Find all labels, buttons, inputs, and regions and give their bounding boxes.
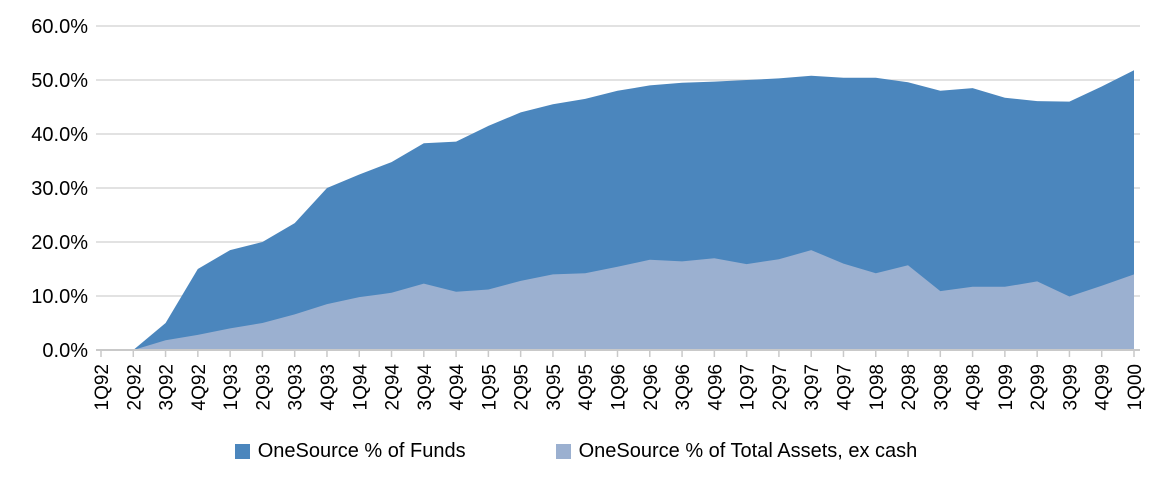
x-tick-label: 2Q95 [512, 364, 533, 410]
x-tick-label: 4Q93 [318, 364, 339, 410]
y-tick-label: 30.0% [31, 178, 88, 200]
x-tick-label: 3Q96 [673, 364, 694, 410]
x-tick-label: 1Q96 [609, 364, 630, 410]
x-tick-label: 2Q94 [383, 364, 404, 411]
x-tick-label: 3Q97 [802, 364, 823, 410]
x-tick-label: 3Q95 [544, 364, 565, 410]
legend-swatch-assets-icon [555, 444, 571, 459]
x-tick-label: 1Q97 [738, 364, 759, 410]
x-tick-label: 3Q94 [415, 364, 436, 411]
y-tick-label: 0.0% [42, 340, 88, 362]
x-tick-label: 4Q94 [447, 364, 468, 411]
x-tick-label: 1Q94 [350, 364, 371, 411]
x-tick-label: 2Q92 [124, 364, 145, 410]
x-tick-label: 2Q99 [1028, 364, 1049, 410]
legend-item-assets: OneSource % of Total Assets, ex cash [555, 440, 918, 463]
x-tick-label: 1Q00 [1125, 364, 1146, 410]
x-tick-label: 4Q97 [834, 364, 855, 410]
legend-label-assets: OneSource % of Total Assets, ex cash [578, 440, 918, 462]
legend-label-funds: OneSource % of Funds [257, 440, 466, 462]
x-tick-label: 2Q98 [899, 364, 920, 410]
x-tick-label: 1Q99 [996, 364, 1017, 410]
x-tick-label: 1Q92 [92, 364, 113, 410]
x-tick-label: 1Q93 [221, 364, 242, 410]
y-tick-label: 60.0% [31, 16, 88, 38]
x-tick-label: 3Q98 [931, 364, 952, 410]
y-tick-label: 50.0% [31, 70, 88, 92]
x-tick-label: 3Q99 [1060, 364, 1081, 410]
x-tick-label: 3Q92 [157, 364, 178, 410]
x-tick-label: 4Q95 [576, 364, 597, 410]
x-tick-label: 1Q95 [479, 364, 500, 410]
x-tick-label: 4Q98 [964, 364, 985, 410]
area-total-assets [101, 250, 1134, 350]
x-tick-label: 4Q92 [189, 364, 210, 410]
x-tick-label: 4Q99 [1093, 364, 1114, 410]
x-tick-label: 2Q96 [641, 364, 662, 410]
x-tick-label: 2Q93 [253, 364, 274, 410]
y-tick-label: 40.0% [31, 124, 88, 146]
legend-swatch-funds-icon [234, 444, 250, 459]
x-tick-label: 2Q97 [770, 364, 791, 410]
x-tick-label: 3Q93 [286, 364, 307, 410]
x-tick-label: 1Q98 [867, 364, 888, 410]
x-tick-label: 4Q96 [705, 364, 726, 410]
y-tick-label: 10.0% [31, 286, 88, 308]
legend-item-funds: OneSource % of Funds [234, 440, 466, 463]
y-tick-label: 20.0% [31, 232, 88, 254]
legend: OneSource % of Funds OneSource % of Tota… [0, 440, 1152, 463]
plot-area: 0.0% 10.0% 20.0% 30.0% 40.0% 50.0% 60.0% 1Q92 2Q… [31, 16, 1146, 411]
